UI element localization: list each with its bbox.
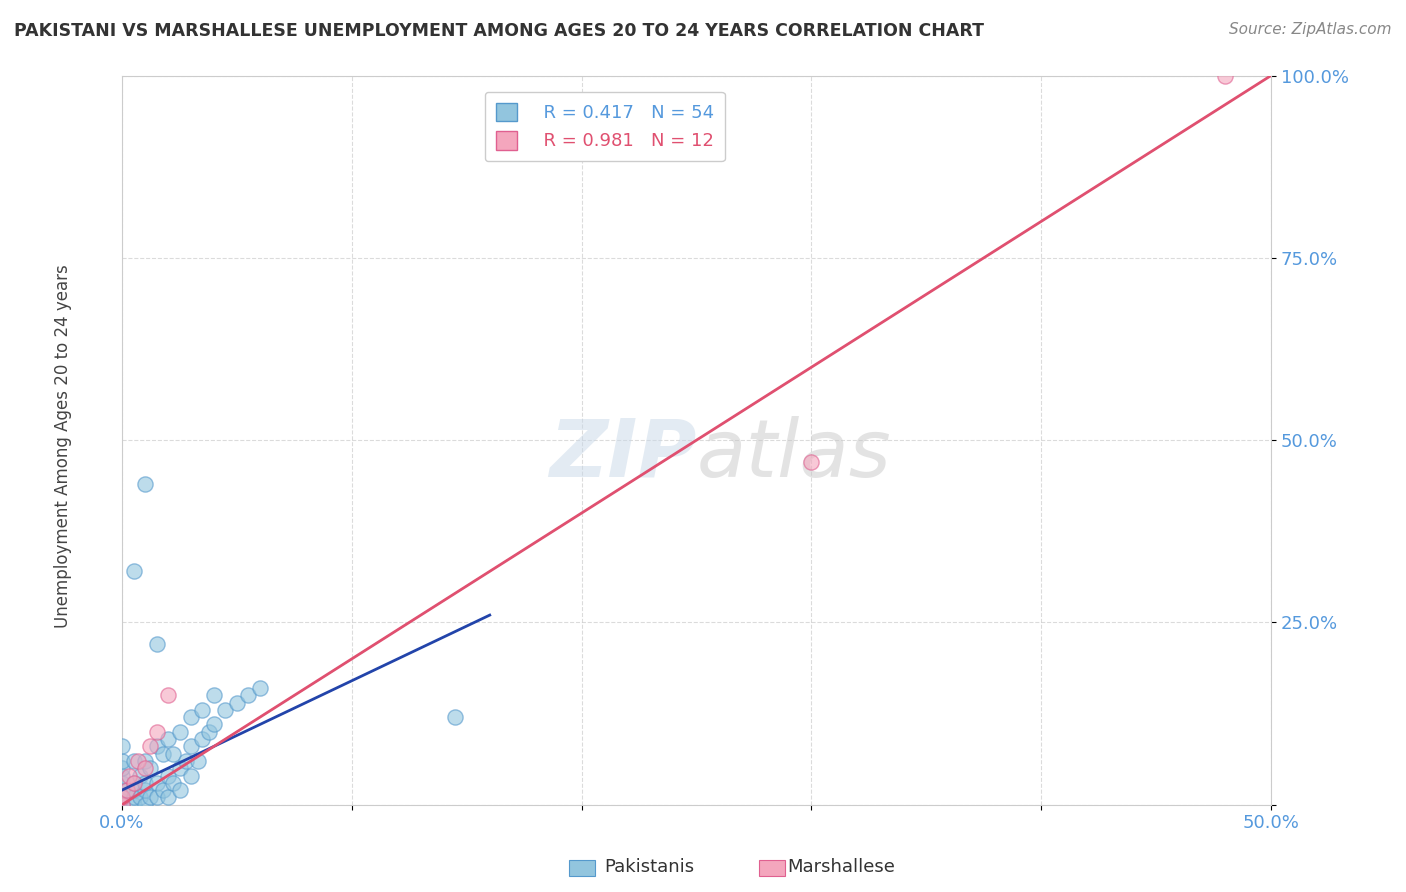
Point (122, 776, 145, 790)
Point (127, 754, 149, 768)
Point (122, 776, 145, 790)
Point (111, 794, 134, 808)
Point (111, 739, 134, 754)
Point (162, 747, 184, 761)
Legend:   R = 0.417   N = 54,   R = 0.981   N = 12: R = 0.417 N = 54, R = 0.981 N = 12 (485, 92, 724, 161)
Point (176, 754, 198, 768)
Point (111, 797, 134, 812)
Point (191, 732, 214, 747)
Point (156, 790, 179, 805)
Point (198, 724, 221, 739)
Point (138, 761, 160, 775)
Point (145, 790, 167, 805)
Point (122, 565, 145, 579)
Point (169, 724, 191, 739)
Text: Pakistanis: Pakistanis (605, 858, 695, 876)
Point (111, 783, 134, 797)
Point (134, 754, 156, 768)
Text: PAKISTANI VS MARSHALLESE UNEMPLOYMENT AMONG AGES 20 TO 24 YEARS CORRELATION CHAR: PAKISTANI VS MARSHALLESE UNEMPLOYMENT AM… (14, 22, 984, 40)
Point (156, 732, 179, 747)
Point (800, 455, 823, 469)
Point (122, 797, 145, 812)
Point (111, 761, 134, 775)
Point (138, 739, 160, 754)
Point (169, 761, 191, 775)
Point (115, 783, 138, 797)
Text: atlas: atlas (696, 416, 891, 493)
Point (111, 776, 134, 790)
Text: Marshallese: Marshallese (787, 858, 896, 876)
Point (152, 747, 174, 761)
Point (226, 696, 249, 710)
Point (122, 783, 145, 797)
Point (111, 797, 134, 812)
Point (145, 739, 167, 754)
Point (180, 739, 202, 754)
Point (249, 681, 271, 695)
Point (134, 476, 156, 491)
Point (111, 768, 134, 782)
Point (202, 717, 225, 731)
Point (145, 724, 167, 739)
Point (180, 768, 202, 782)
Point (134, 783, 156, 797)
Point (145, 776, 167, 790)
Point (156, 768, 179, 782)
Text: ZIP: ZIP (550, 416, 696, 493)
Point (129, 790, 152, 805)
Point (214, 703, 236, 717)
Point (138, 790, 160, 805)
Point (187, 754, 209, 768)
Point (180, 710, 202, 724)
Text: Unemployment Among Ages 20 to 24 years: Unemployment Among Ages 20 to 24 years (55, 264, 72, 628)
Point (1213, 69, 1236, 83)
Point (238, 688, 260, 702)
Point (134, 761, 156, 775)
Point (111, 754, 134, 768)
Point (169, 783, 191, 797)
Point (111, 790, 134, 805)
Point (118, 768, 141, 782)
Point (191, 703, 214, 717)
Point (145, 637, 167, 651)
Point (152, 783, 174, 797)
Text: Source: ZipAtlas.com: Source: ZipAtlas.com (1229, 22, 1392, 37)
Point (202, 688, 225, 702)
Point (134, 797, 156, 812)
Point (156, 688, 179, 702)
Point (129, 768, 152, 782)
Point (122, 754, 145, 768)
Point (111, 790, 134, 805)
Point (444, 710, 467, 724)
Point (111, 797, 134, 812)
Point (122, 790, 145, 805)
Point (134, 776, 156, 790)
Point (162, 776, 184, 790)
